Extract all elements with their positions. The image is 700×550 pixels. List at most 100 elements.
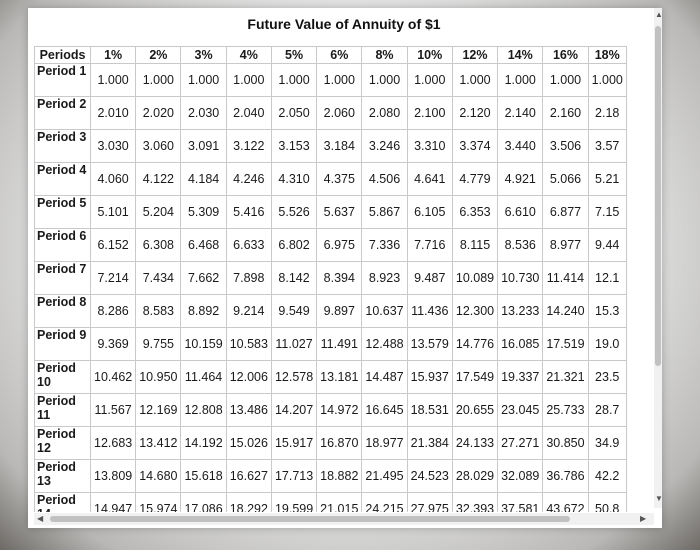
table-cell: 15.974: [135, 492, 182, 512]
table-cell: 28.7: [587, 393, 627, 427]
table-cell: 3.246: [361, 129, 408, 163]
table-cell: 7.434: [135, 261, 182, 295]
table-row: Period 8 8.286 8.583 8.892 9.214 9.549 9.897 10…: [34, 294, 627, 328]
table-cell: 10.950: [135, 360, 182, 394]
table-cell: 4.375: [316, 162, 363, 196]
table-cell: 6.975: [316, 228, 363, 262]
table-cell: 19.599: [270, 492, 318, 512]
header-rate: 8%: [361, 46, 408, 64]
table-cell: 12.300: [451, 294, 499, 328]
table-cell: 17.086: [180, 492, 227, 512]
table-cell: 16.870: [316, 426, 363, 460]
table-viewport[interactable]: Future Value of Annuity of $1 Periods 1% 2…: [34, 12, 654, 512]
table-cell: 1.000: [406, 63, 453, 97]
scroll-up-icon[interactable]: ▲: [655, 10, 663, 19]
scroll-left-icon[interactable]: ◀: [37, 514, 44, 523]
row-label: Period 14: [34, 492, 91, 512]
table-cell: 7.336: [361, 228, 408, 262]
table-cell: 4.122: [135, 162, 182, 196]
table-cell: 8.583: [135, 294, 182, 328]
header-rate: 14%: [497, 46, 544, 64]
table-cell: 12.1: [587, 261, 627, 295]
scroll-right-icon[interactable]: ▶: [640, 514, 647, 523]
table-cell: 15.618: [180, 459, 227, 493]
table-row: Period 7 7.214 7.434 7.662 7.898 8.142 8.394 8.…: [34, 261, 627, 295]
table-cell: 5.066: [542, 162, 589, 196]
table-cell: 12.169: [135, 393, 182, 427]
table-cell: 25.733: [542, 393, 589, 427]
table-cell: 23.5: [587, 360, 627, 394]
screen-sheet: Future Value of Annuity of $1 Periods 1% 2…: [28, 8, 663, 528]
row-label: Period 3: [34, 129, 91, 163]
table-cell: 27.975: [406, 492, 453, 512]
table-row: Period 2 2.010 2.020 2.030 2.040 2.050 2.060 2.…: [34, 96, 627, 130]
header-rate: 2%: [135, 46, 182, 64]
table-cell: 24.133: [451, 426, 499, 460]
table-cell: 5.416: [225, 195, 272, 229]
table-cell: 3.57: [587, 129, 627, 163]
vertical-scrollbar[interactable]: ▲ ▼: [654, 8, 663, 508]
table-cell: 15.937: [406, 360, 453, 394]
table-row: Period 12 12.683 13.412 14.192 15.026 15.917 1…: [34, 426, 627, 460]
table-cell: 1.000: [135, 63, 182, 97]
table-cell: 14.487: [361, 360, 408, 394]
table-cell: 2.100: [406, 96, 453, 130]
table-cell: 4.184: [180, 162, 227, 196]
table-cell: 24.523: [406, 459, 453, 493]
table-cell: 3.374: [451, 129, 499, 163]
table-cell: 7.15: [587, 195, 627, 229]
vertical-scroll-thumb[interactable]: [655, 26, 661, 366]
row-label: Period 13: [34, 459, 91, 493]
table-cell: 10.583: [225, 327, 272, 361]
table-cell: 30.850: [542, 426, 589, 460]
horizontal-scroll-thumb[interactable]: [50, 516, 570, 522]
table-cell: 12.683: [89, 426, 137, 460]
header-rate: 1%: [89, 46, 137, 64]
table-body: Period 1 1.000 1.000 1.000 1.000 1.000 1.000 1.…: [34, 63, 627, 512]
table-cell: 6.308: [135, 228, 182, 262]
table-cell: 4.246: [225, 162, 272, 196]
table-cell: 13.181: [316, 360, 363, 394]
table-cell: 4.506: [361, 162, 408, 196]
header-rate: 4%: [225, 46, 272, 64]
table-cell: 15.3: [587, 294, 627, 328]
table-cell: 43.672: [542, 492, 589, 512]
table-cell: 8.536: [497, 228, 544, 262]
table-cell: 6.610: [497, 195, 544, 229]
table-cell: 19.337: [497, 360, 544, 394]
row-label: Period 4: [34, 162, 91, 196]
header-rate: 5%: [270, 46, 318, 64]
table-cell: 11.491: [316, 327, 363, 361]
table-cell: 5.637: [316, 195, 363, 229]
annuity-table: Periods 1% 2% 3% 4% 5% 6% 8% 10% 12% 14% 16% 18% Per…: [34, 46, 627, 512]
table-cell: 19.0: [587, 327, 627, 361]
table-cell: 13.412: [135, 426, 182, 460]
table-cell: 37.581: [497, 492, 544, 512]
table-cell: 5.21: [587, 162, 627, 196]
table-cell: 2.160: [542, 96, 589, 130]
table-cell: 6.802: [270, 228, 318, 262]
table-cell: 18.531: [406, 393, 453, 427]
table-cell: 6.633: [225, 228, 272, 262]
table-cell: 11.414: [542, 261, 589, 295]
table-cell: 12.488: [361, 327, 408, 361]
row-label: Period 6: [34, 228, 91, 262]
table-cell: 23.045: [497, 393, 544, 427]
horizontal-scrollbar[interactable]: ◀ ▶: [34, 513, 654, 525]
table-cell: 4.921: [497, 162, 544, 196]
table-cell: 6.105: [406, 195, 453, 229]
scroll-down-icon[interactable]: ▼: [655, 494, 663, 503]
table-cell: 2.010: [89, 96, 137, 130]
table-cell: 14.240: [542, 294, 589, 328]
table-title: Future Value of Annuity of $1: [247, 16, 441, 32]
row-label: Period 2: [34, 96, 91, 130]
table-cell: 21.015: [316, 492, 363, 512]
table-row: Period 1 1.000 1.000 1.000 1.000 1.000 1.000 1.…: [34, 63, 627, 97]
table-cell: 1.000: [361, 63, 408, 97]
table-cell: 8.923: [361, 261, 408, 295]
table-row: Period 6 6.152 6.308 6.468 6.633 6.802 6.975 7.…: [34, 228, 627, 262]
table-cell: 7.662: [180, 261, 227, 295]
table-cell: 14.207: [270, 393, 318, 427]
table-cell: 11.464: [180, 360, 227, 394]
table-cell: 3.440: [497, 129, 544, 163]
